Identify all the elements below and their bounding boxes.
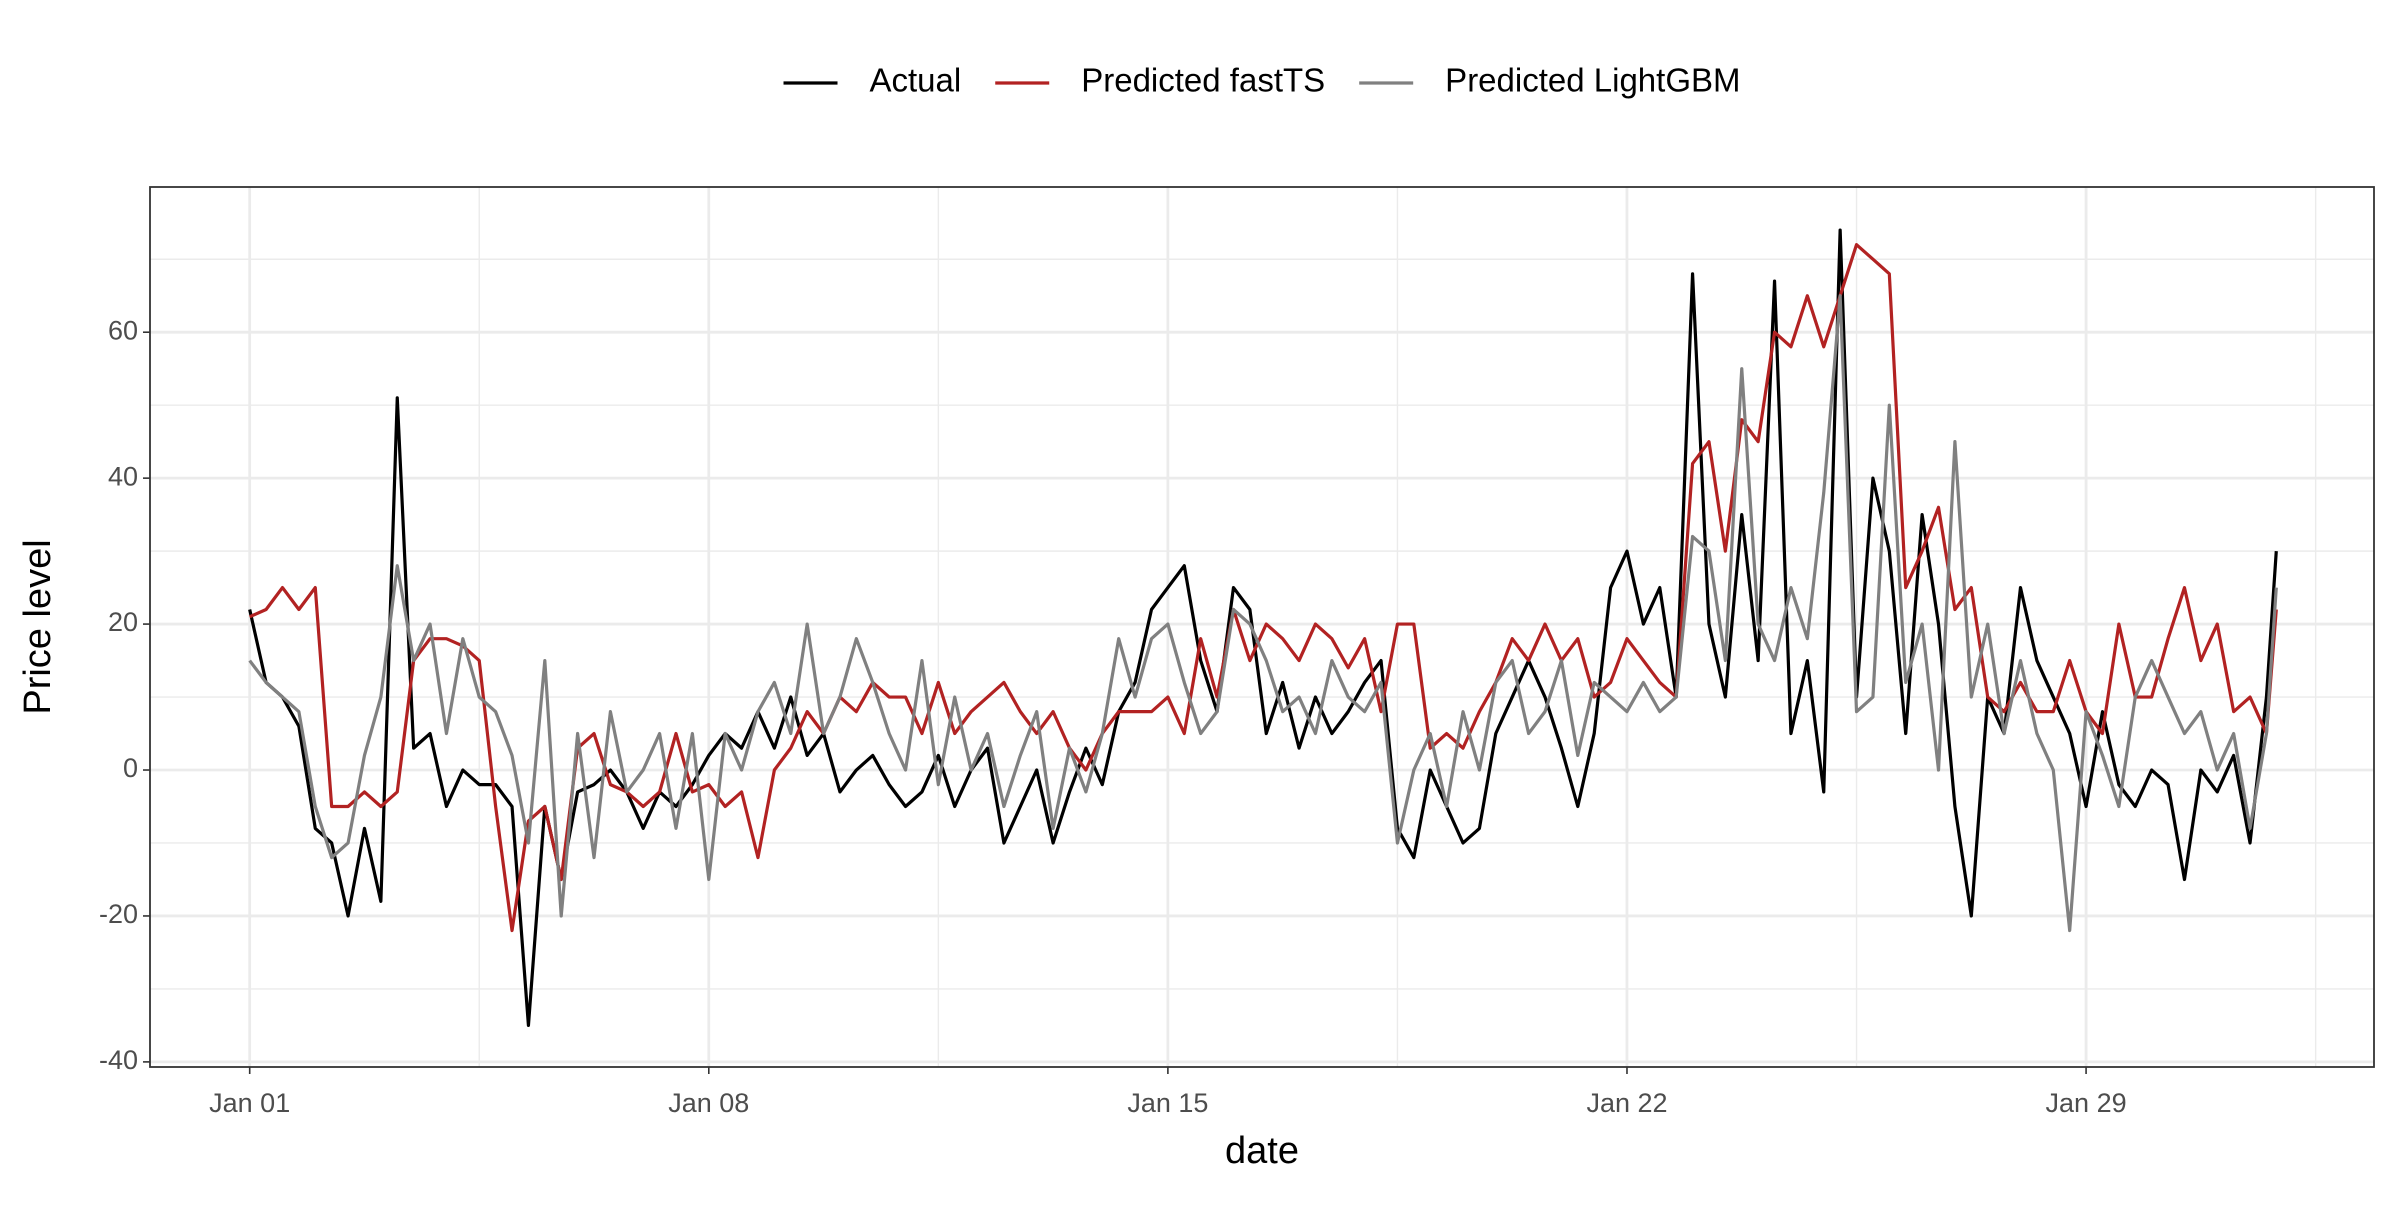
panel-border	[149, 186, 2375, 1068]
y-tick-label: 40	[108, 461, 138, 491]
y-tick-label: 60	[108, 315, 138, 345]
x-axis-title: date	[1225, 1130, 1299, 1172]
x-tick-label: Jan 01	[209, 1088, 290, 1118]
legend: Actual Predicted fastTS Predicted LightGBM	[783, 62, 1740, 99]
legend-item: Predicted LightGBM	[1359, 62, 1740, 99]
legend-item: Predicted fastTS	[995, 62, 1325, 99]
y-tick-label: 20	[108, 607, 138, 637]
x-tick-label: Jan 15	[1127, 1088, 1208, 1118]
x-tick-label: Jan 29	[2046, 1088, 2127, 1118]
series-line	[248, 294, 2278, 933]
legend-label: Actual	[870, 62, 962, 99]
y-tick-label: 0	[123, 753, 138, 783]
x-tick-label: Jan 08	[668, 1088, 749, 1118]
y-axis-title: Price level	[17, 539, 59, 714]
y-tick-label: -20	[99, 899, 138, 929]
grid	[150, 187, 2374, 1067]
legend-item: Actual	[783, 62, 962, 99]
legend-label: Predicted fastTS	[1081, 62, 1325, 99]
legend-label: Predicted LightGBM	[1445, 62, 1740, 99]
y-tick-label: -40	[99, 1045, 138, 1075]
series-line	[249, 243, 2278, 933]
x-tick-label: Jan 22	[1586, 1088, 1667, 1118]
